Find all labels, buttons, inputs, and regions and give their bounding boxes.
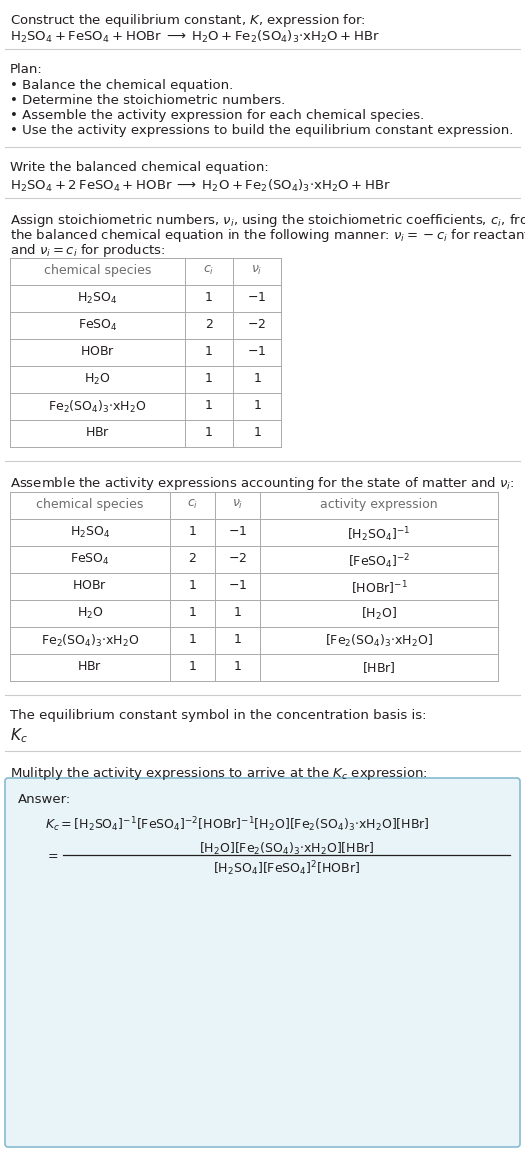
Text: $1$: $1$ [233, 632, 242, 646]
Text: Plan:: Plan: [10, 63, 43, 76]
Text: $[\mathrm{H_2O}]$: $[\mathrm{H_2O}]$ [361, 606, 397, 622]
Text: $1$: $1$ [253, 372, 261, 385]
Text: $\mathrm{H_2SO_4 + 2\,FeSO_4 + HOBr \;\longrightarrow\; H_2O + Fe_2(SO_4)_3{\cdo: $\mathrm{H_2SO_4 + 2\,FeSO_4 + HOBr \;\l… [10, 179, 391, 194]
Text: $[\mathrm{Fe_2(SO_4)_3{\cdot}xH_2O}]$: $[\mathrm{Fe_2(SO_4)_3{\cdot}xH_2O}]$ [325, 632, 433, 649]
Text: 1: 1 [188, 632, 196, 646]
Text: $[\mathrm{HBr}]$: $[\mathrm{HBr}]$ [362, 660, 396, 675]
Text: $-1$: $-1$ [247, 344, 267, 358]
Text: $1$: $1$ [233, 660, 242, 673]
Text: Answer:: Answer: [18, 793, 71, 806]
Text: $-1$: $-1$ [228, 579, 247, 592]
Text: 1: 1 [205, 291, 213, 304]
Text: • Assemble the activity expression for each chemical species.: • Assemble the activity expression for e… [10, 109, 424, 122]
Text: $=$: $=$ [45, 849, 59, 862]
Text: 1: 1 [188, 579, 196, 592]
Text: $c_i$: $c_i$ [187, 498, 198, 511]
Text: 1: 1 [205, 399, 213, 412]
Text: • Balance the chemical equation.: • Balance the chemical equation. [10, 79, 233, 92]
Text: $\mathrm{HBr}$: $\mathrm{HBr}$ [85, 426, 110, 439]
Text: • Determine the stoichiometric numbers.: • Determine the stoichiometric numbers. [10, 94, 285, 107]
Text: $\mathrm{H_2SO_4 + FeSO_4 + HOBr \;\longrightarrow\; H_2O + Fe_2(SO_4)_3{\cdot}x: $\mathrm{H_2SO_4 + FeSO_4 + HOBr \;\long… [10, 29, 380, 45]
Text: 1: 1 [205, 344, 213, 358]
Text: $K_c$: $K_c$ [10, 726, 28, 744]
Text: $\mathrm{H_2SO_4}$: $\mathrm{H_2SO_4}$ [70, 525, 110, 540]
Text: • Use the activity expressions to build the equilibrium constant expression.: • Use the activity expressions to build … [10, 124, 513, 137]
Text: $-2$: $-2$ [228, 552, 247, 564]
Text: $\mathrm{HOBr}$: $\mathrm{HOBr}$ [80, 344, 115, 358]
Text: $[\mathrm{H_2O}][\mathrm{Fe_2(SO_4)_3{\cdot}xH_2O}][\mathrm{HBr}]$: $[\mathrm{H_2O}][\mathrm{Fe_2(SO_4)_3{\c… [198, 841, 374, 857]
Text: chemical species: chemical species [36, 498, 144, 511]
Text: 1: 1 [188, 525, 196, 538]
Text: $-2$: $-2$ [247, 318, 267, 331]
Text: $\mathrm{H_2O}$: $\mathrm{H_2O}$ [77, 606, 103, 621]
Text: and $\nu_i = c_i$ for products:: and $\nu_i = c_i$ for products: [10, 242, 165, 259]
Text: $1$: $1$ [233, 606, 242, 619]
Text: $-1$: $-1$ [228, 525, 247, 538]
Text: $c_i$: $c_i$ [203, 264, 215, 278]
FancyBboxPatch shape [5, 778, 520, 1147]
Text: $1$: $1$ [253, 426, 261, 439]
Text: $\mathrm{H_2O}$: $\mathrm{H_2O}$ [84, 372, 111, 387]
Text: chemical species: chemical species [44, 264, 151, 276]
Text: $\mathrm{HOBr}$: $\mathrm{HOBr}$ [72, 579, 108, 592]
Text: 1: 1 [205, 426, 213, 439]
Text: 1: 1 [188, 660, 196, 673]
Text: $\nu_i$: $\nu_i$ [251, 264, 262, 278]
Text: 2: 2 [205, 318, 213, 331]
Text: 1: 1 [188, 606, 196, 619]
Text: $\mathrm{HBr}$: $\mathrm{HBr}$ [77, 660, 102, 673]
Text: Assign stoichiometric numbers, $\nu_i$, using the stoichiometric coefficients, $: Assign stoichiometric numbers, $\nu_i$, … [10, 212, 525, 229]
Text: $[\mathrm{H_2SO_4}]^{-1}$: $[\mathrm{H_2SO_4}]^{-1}$ [348, 525, 411, 544]
Text: $[\mathrm{HOBr}]^{-1}$: $[\mathrm{HOBr}]^{-1}$ [351, 579, 407, 597]
Text: activity expression: activity expression [320, 498, 438, 511]
Text: The equilibrium constant symbol in the concentration basis is:: The equilibrium constant symbol in the c… [10, 708, 426, 722]
Text: $[\mathrm{H_2SO_4}][\mathrm{FeSO_4}]^2[\mathrm{HOBr}]$: $[\mathrm{H_2SO_4}][\mathrm{FeSO_4}]^2[\… [213, 859, 360, 878]
Text: Mulitply the activity expressions to arrive at the $K_c$ expression:: Mulitply the activity expressions to arr… [10, 765, 428, 782]
Text: $-1$: $-1$ [247, 291, 267, 304]
Text: Write the balanced chemical equation:: Write the balanced chemical equation: [10, 161, 269, 174]
Text: $\mathrm{Fe_2(SO_4)_3{\cdot}xH_2O}$: $\mathrm{Fe_2(SO_4)_3{\cdot}xH_2O}$ [41, 632, 139, 649]
Text: $\mathrm{FeSO_4}$: $\mathrm{FeSO_4}$ [70, 552, 110, 567]
Text: $\mathrm{FeSO_4}$: $\mathrm{FeSO_4}$ [78, 318, 118, 333]
Text: 1: 1 [205, 372, 213, 385]
Text: $\nu_i$: $\nu_i$ [232, 498, 243, 511]
Text: $\mathrm{H_2SO_4}$: $\mathrm{H_2SO_4}$ [77, 291, 118, 306]
Text: Construct the equilibrium constant, $K$, expression for:: Construct the equilibrium constant, $K$,… [10, 12, 366, 29]
Text: Assemble the activity expressions accounting for the state of matter and $\nu_i$: Assemble the activity expressions accoun… [10, 475, 514, 492]
Text: $K_c = [\mathrm{H_2SO_4}]^{-1}[\mathrm{FeSO_4}]^{-2}[\mathrm{HOBr}]^{-1}[\mathrm: $K_c = [\mathrm{H_2SO_4}]^{-1}[\mathrm{F… [45, 814, 430, 834]
Text: $1$: $1$ [253, 399, 261, 412]
Text: $\mathrm{Fe_2(SO_4)_3{\cdot}xH_2O}$: $\mathrm{Fe_2(SO_4)_3{\cdot}xH_2O}$ [48, 399, 146, 415]
Text: the balanced chemical equation in the following manner: $\nu_i = -c_i$ for react: the balanced chemical equation in the fo… [10, 227, 525, 244]
Text: 2: 2 [188, 552, 196, 564]
Text: $[\mathrm{FeSO_4}]^{-2}$: $[\mathrm{FeSO_4}]^{-2}$ [348, 552, 410, 570]
